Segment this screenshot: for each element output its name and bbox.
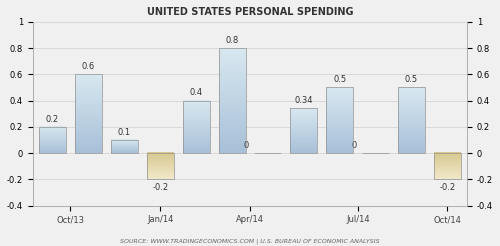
Text: 0.8: 0.8 [226,36,238,45]
Text: 0.34: 0.34 [294,96,313,105]
Text: 0.5: 0.5 [333,75,346,84]
Text: 0: 0 [352,141,357,151]
Text: -0.2: -0.2 [152,183,168,192]
Bar [398,88,425,153]
Bar [326,88,353,153]
Bar [434,153,461,179]
Text: 0.4: 0.4 [190,88,202,97]
Bar [39,127,66,153]
Title: UNITED STATES PERSONAL SPENDING: UNITED STATES PERSONAL SPENDING [147,7,353,17]
Bar [111,140,138,153]
Text: 0.5: 0.5 [405,75,418,84]
Bar [75,74,102,153]
Text: SOURCE: WWW.TRADINGECONOMICS.COM | U.S. BUREAU OF ECONOMIC ANALYSIS: SOURCE: WWW.TRADINGECONOMICS.COM | U.S. … [120,238,380,244]
Bar [290,108,318,153]
Text: 0.1: 0.1 [118,128,131,137]
Bar [147,153,174,179]
Bar [218,48,246,153]
Text: 0.6: 0.6 [82,62,95,71]
Bar [182,101,210,153]
Text: 0: 0 [244,141,249,151]
Text: -0.2: -0.2 [440,183,456,192]
Text: 0.2: 0.2 [46,115,59,123]
